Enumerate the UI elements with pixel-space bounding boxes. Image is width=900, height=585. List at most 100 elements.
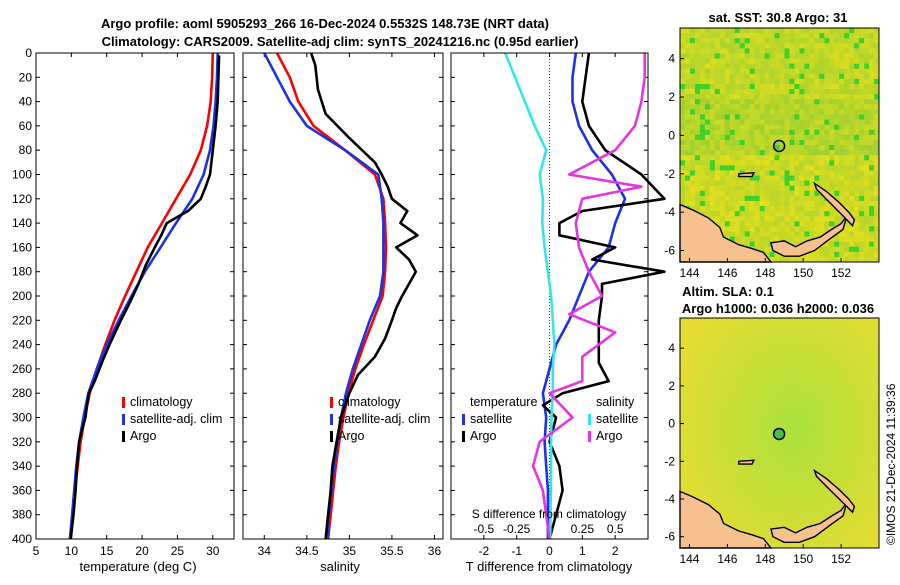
- map-cell: [859, 543, 865, 549]
- map-cell: [684, 353, 691, 359]
- map-cell: [804, 478, 810, 484]
- map-cell: [794, 453, 800, 459]
- map-cell: [684, 408, 691, 414]
- map-cell: [869, 109, 875, 115]
- map-cell: [774, 104, 780, 110]
- map-cell: [684, 343, 691, 349]
- map-cell: [794, 241, 800, 248]
- map-cell: [789, 518, 795, 524]
- map-cell: [769, 190, 775, 197]
- map-cell: [764, 368, 770, 374]
- map-cell: [854, 38, 860, 44]
- map-cell: [784, 134, 790, 141]
- map-cell: [804, 508, 810, 514]
- map-cell: [769, 393, 775, 399]
- map-cell: [819, 216, 825, 222]
- map-cell: [759, 378, 765, 384]
- map-cell: [769, 373, 775, 379]
- map-cell: [704, 206, 711, 212]
- map-cell: [744, 221, 751, 227]
- map-cell: [859, 533, 865, 539]
- map-cell: [729, 438, 736, 444]
- map-cell: [829, 216, 835, 222]
- map-cell: [689, 114, 696, 120]
- y-tick-label: 260: [12, 362, 32, 376]
- map-cell: [719, 89, 726, 95]
- map-cell: [749, 398, 756, 404]
- map-cell: [694, 28, 701, 34]
- map-cell: [844, 119, 850, 126]
- map-cell: [874, 333, 880, 339]
- map-cell: [714, 353, 721, 359]
- map-cell: [784, 498, 790, 504]
- map-cell: [864, 318, 870, 324]
- map-cell: [704, 423, 711, 429]
- map-cell: [774, 378, 780, 384]
- map-cell: [869, 129, 875, 136]
- map-cell: [714, 418, 721, 424]
- map-cell: [694, 43, 701, 49]
- map-cell: [819, 448, 825, 454]
- map-cell: [859, 448, 865, 454]
- map-cell: [724, 185, 731, 192]
- map-cell: [774, 200, 780, 207]
- map-cell: [719, 180, 726, 187]
- map-cell: [779, 498, 785, 504]
- map-cell: [824, 73, 830, 80]
- map-cell: [869, 175, 875, 182]
- map-cell: [734, 348, 741, 354]
- map-cell: [869, 398, 875, 404]
- map-cell: [874, 543, 880, 549]
- map-cell: [784, 523, 790, 529]
- map-cell: [864, 94, 870, 100]
- map-cell: [749, 378, 756, 384]
- map-cell: [694, 63, 701, 70]
- map-cell: [874, 58, 880, 65]
- map-cell: [749, 508, 756, 514]
- map-cell: [734, 53, 741, 59]
- map-cell: [854, 241, 860, 248]
- map-cell: [799, 124, 805, 131]
- map-cell: [789, 134, 795, 141]
- map-cell: [739, 78, 746, 85]
- map-cell: [809, 338, 815, 344]
- map-cell: [874, 256, 880, 263]
- map-cell: [749, 353, 756, 359]
- map-cell: [869, 498, 875, 504]
- map-cell: [729, 180, 736, 187]
- map-cell: [834, 463, 840, 469]
- map-cell: [779, 160, 785, 166]
- map-cell: [819, 251, 825, 258]
- legend-label-climatology: climatology: [130, 395, 193, 409]
- map-cell: [814, 155, 820, 161]
- map-cell: [714, 206, 721, 212]
- map-cell: [869, 43, 875, 49]
- map-cell: [829, 33, 835, 39]
- map-cell: [749, 190, 756, 197]
- map-cell: [729, 216, 736, 222]
- map-cell: [764, 33, 770, 39]
- map-cell: [774, 473, 780, 479]
- map-cell: [839, 323, 845, 329]
- map-cell: [729, 468, 736, 474]
- map-cell: [864, 438, 870, 444]
- map-cell: [704, 438, 711, 444]
- map-cell: [694, 483, 701, 489]
- map-cell: [869, 543, 875, 549]
- map-cell: [864, 518, 870, 524]
- map-cell: [714, 503, 721, 509]
- map-cell: [839, 423, 845, 429]
- map-cell: [719, 483, 726, 489]
- map-cell: [844, 200, 850, 207]
- map-cell: [774, 43, 780, 49]
- map-cell: [719, 43, 726, 49]
- map-cell: [754, 145, 761, 151]
- map-x-tick-label: 146: [717, 266, 737, 280]
- map-cell: [739, 488, 746, 494]
- land-manus-island: [738, 172, 756, 178]
- map-cell: [759, 353, 765, 359]
- map-cell: [859, 251, 865, 258]
- map-cell: [799, 53, 805, 59]
- map-cell: [819, 463, 825, 469]
- map-cell: [814, 413, 820, 419]
